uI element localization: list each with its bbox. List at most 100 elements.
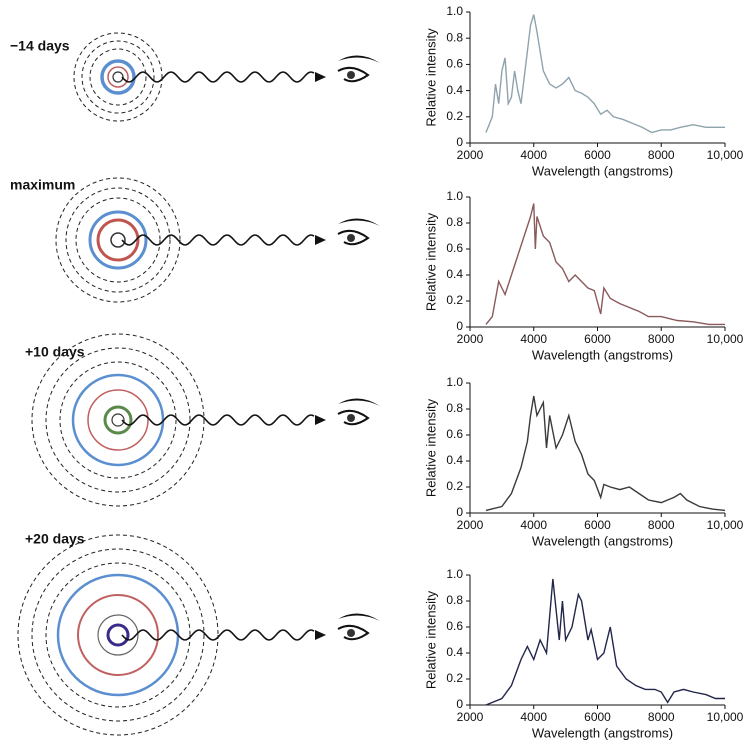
eye-brow [338,55,380,63]
shell [107,66,129,88]
shell-dashed [59,361,177,479]
shell-dashed [17,534,219,736]
x-axis-label: Wavelength (angstroms) [532,163,673,178]
shell [77,594,159,676]
shell-dashed [31,548,205,722]
x-tick-label: 6000 [584,148,611,162]
shell [110,232,126,248]
y-tick-label: 0.8 [446,401,463,415]
pupil [347,414,355,422]
y-tick-label: 0.4 [446,267,463,281]
y-tick-label: 0.2 [446,479,463,493]
shell [96,218,140,262]
pupil [347,629,355,637]
panel: maximum 0 0.2 0.4 0.6 0.8 1.0 2000 4000 6000 8000 1… [10,177,744,363]
x-tick-label: 8000 [648,710,675,724]
y-tick-label: 0.2 [446,671,463,685]
y-axis-label: Relative intensity [423,28,438,127]
pupil [347,71,355,79]
light-wave [121,629,315,641]
x-tick-label: 2000 [457,148,484,162]
shell [87,389,149,451]
y-axis-label: Relative intensity [423,212,438,311]
x-tick-label: 10,000 [707,332,744,346]
y-tick-label: 0 [456,319,463,333]
epoch-label: −14 days [10,38,70,54]
eye [337,66,370,83]
epoch-label: +20 days [25,531,85,547]
y-tick-label: 0.6 [446,57,463,71]
y-tick-label: 0.8 [446,593,463,607]
epoch-label: +10 days [25,344,85,360]
x-tick-label: 4000 [520,332,547,346]
x-tick-label: 10,000 [707,518,744,532]
y-tick-label: 0.8 [446,30,463,44]
shell [56,573,180,697]
y-tick-label: 0.8 [446,215,463,229]
shell-dashed [73,32,163,122]
x-tick-label: 4000 [520,710,547,724]
y-tick-label: 0.4 [446,453,463,467]
shell [111,413,125,427]
spectrum-line [485,578,725,706]
x-tick-label: 8000 [648,148,675,162]
shell [97,614,139,656]
panel: +20 days 0 0.2 0.4 0.6 0.8 1.0 2000 4000 6000 8000… [17,531,744,740]
shell-dashed [45,347,191,493]
x-axis-label: Wavelength (angstroms) [532,725,673,740]
spectrum-line [485,395,726,512]
arrow-head [315,72,326,82]
shell [100,59,136,95]
y-tick-label: 0.2 [446,109,463,123]
eye-brow [338,218,380,226]
y-tick-label: 0 [456,135,463,149]
pupil [347,234,355,242]
shell [103,405,133,435]
shell-dashed [45,562,191,708]
shell-dashed [55,177,181,303]
eye [337,229,370,246]
arrow-head [315,630,326,640]
y-tick-label: 0.6 [446,241,463,255]
y-tick-label: 0.2 [446,293,463,307]
x-tick-label: 8000 [648,518,675,532]
x-tick-label: 8000 [648,332,675,346]
shell-dashed [75,197,161,283]
shell-dashed [89,48,147,106]
y-tick-label: 0.6 [446,427,463,441]
x-tick-label: 2000 [457,710,484,724]
x-tick-label: 6000 [584,710,611,724]
eye-brow [338,398,380,406]
x-tick-label: 2000 [457,332,484,346]
x-tick-label: 10,000 [707,710,744,724]
x-tick-label: 6000 [584,332,611,346]
eye-brow [338,613,380,621]
y-axis-label: Relative intensity [423,590,438,689]
eye [337,624,370,641]
y-tick-label: 0.4 [446,83,463,97]
light-wave [121,414,315,426]
light-wave [121,71,315,83]
light-wave [121,234,315,246]
panel: +10 days 0 0.2 0.4 0.6 0.8 1.0 2000 4000 6000 8000… [25,333,744,548]
shell [88,210,148,270]
shell [112,71,124,83]
panel: −14 days 0 0.2 0.4 0.6 0.8 1.0 2000 4000 6000 8000… [10,4,744,178]
x-axis-label: Wavelength (angstroms) [532,347,673,362]
eye [337,409,370,426]
y-tick-label: 1.0 [446,567,463,581]
shell [106,623,130,647]
shell-dashed [31,333,205,507]
x-tick-label: 10,000 [707,148,744,162]
spectrum-line [485,14,725,134]
y-tick-label: 0 [456,697,463,711]
x-tick-label: 6000 [584,518,611,532]
x-tick-label: 2000 [457,518,484,532]
y-tick-label: 0.4 [446,645,463,659]
shell-dashed [81,40,155,114]
y-axis-label: Relative intensity [423,398,438,497]
epoch-label: maximum [10,177,75,193]
y-tick-label: 1.0 [446,375,463,389]
y-tick-label: 1.0 [446,189,463,203]
x-axis-label: Wavelength (angstroms) [532,533,673,548]
